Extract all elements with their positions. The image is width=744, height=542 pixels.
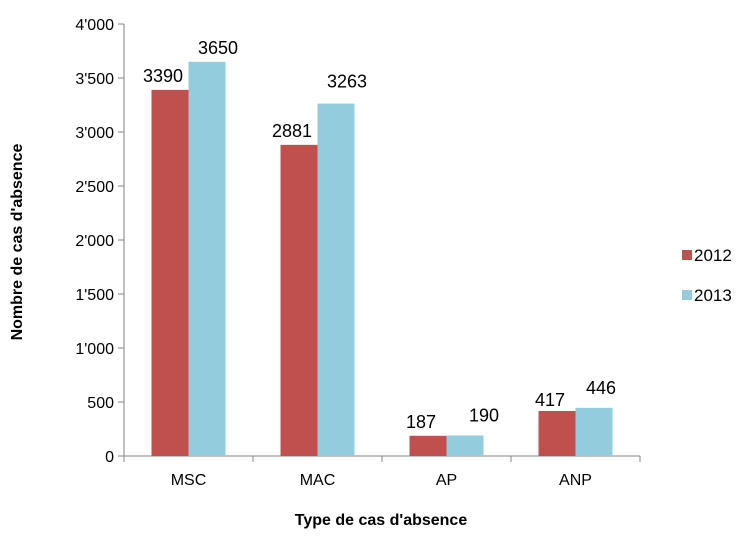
x-tick-label: MAC — [300, 472, 336, 489]
x-tick-label: ANP — [559, 472, 592, 489]
bar-anp-2012 — [538, 410, 576, 456]
y-axis: 0 500 1'000 1'500 2'000 2'500 3'000 3'500 4'000 — [75, 17, 125, 466]
bar-anp-2013 — [575, 407, 613, 456]
y-tick-label: 1'500 — [75, 287, 114, 304]
data-label: 3390 — [143, 66, 183, 86]
x-axis-title: Type de cas d'absence — [295, 512, 468, 529]
data-labels: 3390 3650 2881 3263 187 190 417 446 — [143, 38, 616, 432]
y-tick-label: 3'000 — [75, 125, 114, 142]
legend-swatch — [682, 250, 692, 260]
y-tick-label: 1'000 — [75, 341, 114, 358]
x-tick-label: MSC — [171, 472, 207, 489]
bar-msc-2013 — [188, 61, 226, 457]
y-tick-label: 2'500 — [75, 179, 114, 196]
y-tick-label: 3'500 — [75, 71, 114, 88]
y-tick-label: 4'000 — [75, 17, 114, 34]
data-label: 3263 — [327, 72, 367, 92]
data-label: 2881 — [272, 121, 312, 141]
bar-mac-2012 — [280, 144, 318, 457]
bar-ap-2013 — [446, 435, 484, 456]
x-tick-label: AP — [436, 472, 457, 489]
y-tick-label: 0 — [105, 449, 114, 466]
data-label: 417 — [535, 390, 565, 410]
y-tick-label: 2'000 — [75, 233, 114, 250]
y-tick-label: 500 — [87, 395, 114, 412]
data-label: 187 — [406, 412, 436, 432]
legend-label: 2013 — [694, 286, 732, 305]
legend: 2012 2013 — [682, 246, 732, 305]
legend-swatch — [682, 290, 692, 300]
legend-label: 2012 — [694, 246, 732, 265]
data-label: 3650 — [198, 38, 238, 58]
y-axis-title: Nombre de cas d'absence — [9, 144, 26, 341]
bar-msc-2012 — [151, 89, 189, 456]
bar-mac-2013 — [317, 103, 355, 456]
bar-ap-2012 — [409, 435, 447, 456]
x-axis: MSC MAC AP ANP — [123, 455, 641, 489]
data-label: 190 — [469, 405, 499, 425]
bars — [151, 61, 613, 457]
data-label: 446 — [586, 378, 616, 398]
